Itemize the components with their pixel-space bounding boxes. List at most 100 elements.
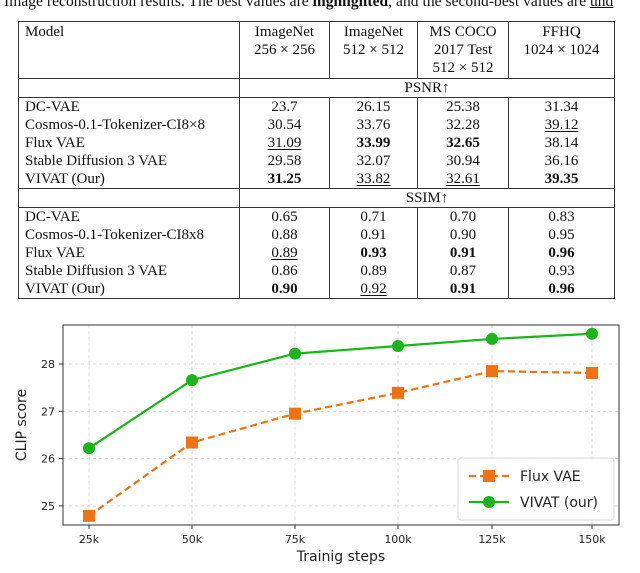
- value-cell: 0.93: [508, 262, 615, 280]
- header-imagenet-512: ImageNet 512 × 512: [329, 21, 418, 79]
- metric-empty-cell: [18, 78, 240, 98]
- model-name-cell: Stable Diffusion 3 VAE: [18, 152, 240, 170]
- value-cell: 32.07: [329, 152, 418, 170]
- value-text: 0.65: [271, 209, 298, 225]
- results-table: Model ImageNet 256 × 256 ImageNet 512 × 51…: [18, 21, 615, 299]
- model-name-cell: Cosmos-0.1-Tokenizer-CI8×8: [18, 116, 240, 134]
- value-cell: 0.70: [417, 207, 509, 226]
- value-text: 31.09: [267, 135, 302, 151]
- value-text: 0.70: [449, 209, 477, 225]
- header-line: ImageNet: [254, 24, 315, 40]
- value-text: 29.58: [267, 153, 302, 169]
- legend-box: [457, 457, 615, 521]
- table-row: Cosmos-0.1-Tokenizer-CI8×8 30.54 33.76 32.2…: [18, 116, 615, 134]
- y-axis-label: CLIP score: [14, 389, 30, 461]
- value-text: 39.12: [544, 117, 579, 133]
- x-tick-label: 150k: [578, 533, 606, 546]
- value-cell: 0.86: [239, 262, 330, 280]
- value-cell: 0.90: [417, 226, 509, 244]
- legend-label: VIVAT (our): [520, 495, 598, 511]
- value-text: 25.38: [446, 99, 480, 115]
- value-cell: 23.7: [239, 97, 330, 116]
- value-cell: 0.88: [239, 226, 330, 244]
- value-text: 0.83: [548, 209, 575, 225]
- table-header-row: Model ImageNet 256 × 256 ImageNet 512 × 51…: [18, 21, 615, 79]
- caption-text-middle: , and the second-best values are: [388, 0, 590, 10]
- value-text: 30.54: [267, 117, 302, 133]
- x-axis-label: Trainig steps: [296, 549, 385, 565]
- clip-score-chart: 25 26 27 28 25k 50k 75k 100k 125k 150k Trainig ste…: [0, 310, 640, 568]
- header-line: 1024 × 1024: [523, 42, 600, 58]
- value-text: 39.35: [544, 171, 579, 187]
- value-cell: 32.61: [417, 170, 509, 189]
- value-text: 33.82: [356, 171, 391, 187]
- y-tick-label: 28: [41, 358, 55, 371]
- caption-underlined-word: und: [589, 0, 614, 10]
- value-cell: 30.54: [239, 116, 330, 134]
- value-cell: 0.89: [239, 244, 330, 262]
- metric-label: PSNR↑: [239, 78, 615, 98]
- header-imagenet-256: ImageNet 256 × 256: [239, 21, 330, 79]
- x-tick-label: 75k: [285, 533, 306, 546]
- value-cell: 0.90: [239, 280, 330, 299]
- value-text: 33.76: [356, 117, 391, 133]
- value-cell: 0.89: [329, 262, 418, 280]
- value-text: 0.88: [271, 227, 298, 243]
- circle-marker: [289, 347, 301, 360]
- value-text: 0.93: [360, 245, 387, 261]
- legend-square-icon: [483, 470, 495, 482]
- value-cell: 0.71: [329, 207, 418, 226]
- value-cell: 0.91: [417, 280, 509, 299]
- value-text: 36.16: [544, 153, 579, 169]
- circle-marker: [486, 332, 498, 345]
- value-text: 0.91: [360, 227, 387, 243]
- square-marker: [392, 386, 404, 399]
- value-cell: 33.99: [329, 134, 418, 152]
- circle-marker: [586, 327, 598, 340]
- series-line-1: [88, 332, 593, 450]
- value-text: 33.99: [356, 135, 391, 151]
- value-cell: 26.15: [329, 97, 418, 116]
- value-cell: 0.92: [329, 280, 418, 299]
- table-row: Stable Diffusion 3 VAE 0.86 0.89 0.87 0.93: [18, 262, 615, 280]
- caption-text: Image reconstruction results. The best v…: [4, 0, 313, 10]
- value-cell: 38.14: [508, 134, 615, 152]
- value-cell: 0.96: [508, 244, 615, 262]
- header-line: 256 × 256: [254, 42, 315, 58]
- model-name-cell: Flux VAE: [18, 244, 240, 262]
- value-cell: 30.94: [417, 152, 509, 170]
- value-text: 0.90: [271, 281, 298, 297]
- value-text: 0.86: [271, 263, 298, 279]
- value-text: 32.28: [446, 117, 480, 133]
- circle-marker: [83, 442, 95, 455]
- header-line: 512 × 512: [343, 42, 404, 58]
- table-row: Stable Diffusion 3 VAE 29.58 32.07 30.94 36.…: [18, 152, 615, 170]
- value-cell: 29.58: [239, 152, 330, 170]
- circle-marker: [186, 374, 198, 387]
- line-chart: 25 26 27 28 25k 50k 75k 100k 125k 150k Trainig ste…: [14, 324, 620, 565]
- value-text: 0.87: [449, 263, 477, 279]
- value-text: 23.7: [271, 99, 298, 115]
- header-mscoco: MS COCO 2017 Test 512 × 512: [417, 21, 509, 79]
- circle-marker: [392, 340, 404, 353]
- metric-header-row: SSIM↑: [18, 188, 615, 208]
- value-text: 0.91: [449, 245, 477, 261]
- metric-header-row: PSNR↑: [18, 78, 615, 98]
- x-tick-label: 100k: [384, 533, 412, 546]
- value-cell: 31.25: [239, 170, 330, 189]
- value-cell: 0.91: [417, 244, 509, 262]
- value-text: 31.25: [267, 171, 302, 187]
- square-marker: [186, 436, 198, 449]
- value-cell: 36.16: [508, 152, 615, 170]
- value-cell: 31.34: [508, 97, 615, 116]
- caption-bold-word: highlighted: [312, 0, 389, 10]
- header-ffhq: FFHQ 1024 × 1024: [508, 21, 615, 79]
- model-name-cell: VIVAT (Our): [18, 280, 240, 299]
- table-caption: Image reconstruction results. The best v…: [4, 0, 613, 11]
- value-cell: 25.38: [417, 97, 509, 116]
- value-text: 0.92: [360, 281, 387, 297]
- value-cell: 39.12: [508, 116, 615, 134]
- value-text: 0.91: [449, 281, 477, 297]
- y-tick-label: 27: [41, 405, 55, 418]
- header-line: 2017 Test: [433, 42, 493, 58]
